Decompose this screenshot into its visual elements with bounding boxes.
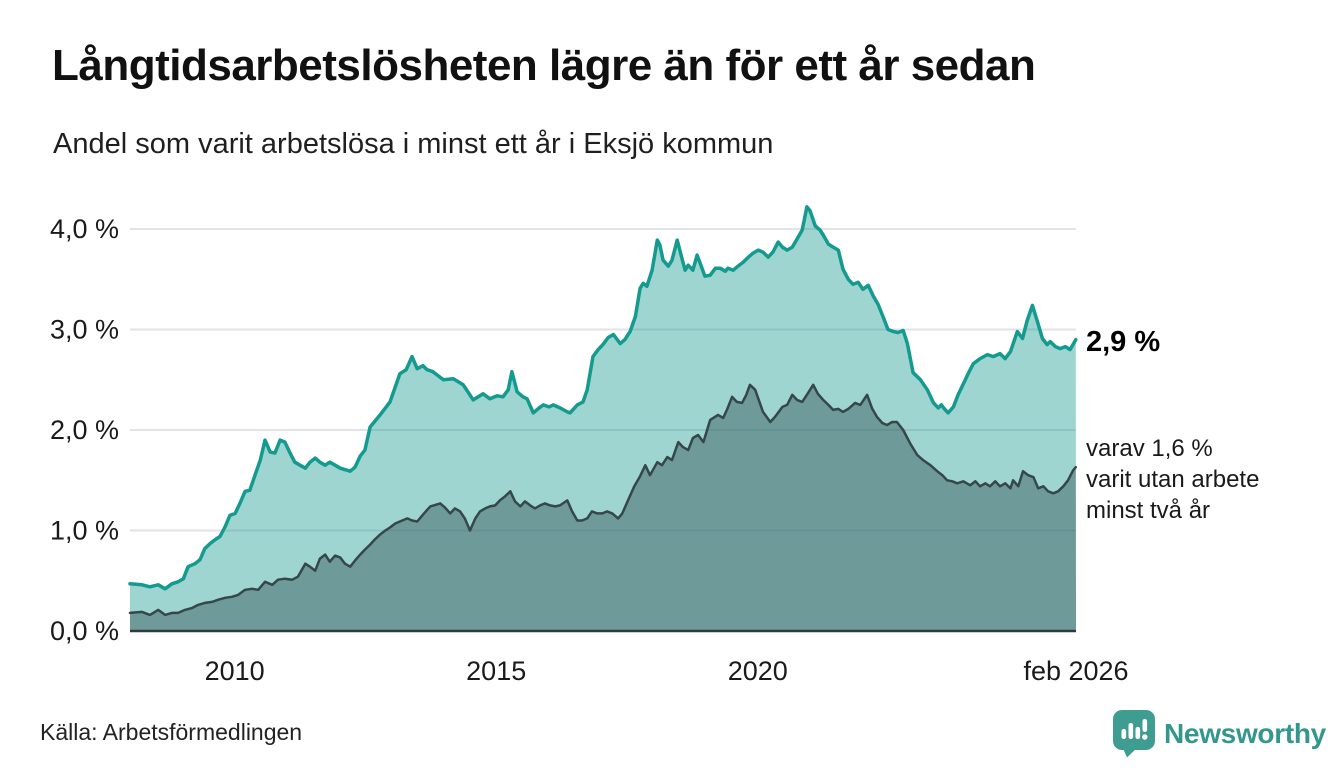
x-tick-label: 2010 <box>205 656 265 686</box>
chart-subtitle: Andel som varit arbetslösa i minst ett å… <box>53 128 774 160</box>
y-tick-label: 1,0 % <box>50 516 119 546</box>
y-axis-labels: 0,0 % 1,0 % 2,0 % 3,0 % 4,0 % <box>50 214 119 646</box>
y-tick-label: 2,0 % <box>50 415 119 445</box>
subset-annotation-line: varav 1,6 % <box>1086 435 1213 462</box>
series-line <box>128 383 1078 617</box>
newsworthy-logo-icon <box>1113 710 1155 758</box>
x-tick-label: feb 2026 <box>1023 656 1128 686</box>
subset-annotation-line: minst två år <box>1086 497 1211 524</box>
x-tick-label: 2020 <box>728 656 788 686</box>
latest-value-label: 2,9 % <box>1086 326 1161 358</box>
series-line <box>128 205 1078 591</box>
subset-annotation-line: varit utan arbete <box>1086 466 1260 493</box>
y-tick-label: 4,0 % <box>50 214 119 244</box>
page-title: Långtidsarbetslösheten lägre än för ett … <box>52 41 1036 90</box>
series-area <box>130 206 1076 631</box>
source-note: Källa: Arbetsförmedlingen <box>40 719 303 745</box>
subset-annotation: varav 1,6 % varit utan arbete minst två … <box>1086 433 1259 526</box>
newsworthy-wordmark: Newsworthy <box>1164 718 1326 749</box>
area-layers <box>128 205 1078 631</box>
y-tick-label: 3,0 % <box>50 315 119 345</box>
x-tick-label: 2015 <box>466 656 526 686</box>
gridlines <box>130 228 1076 532</box>
x-axis-labels: 2010 2015 2020 feb 2026 <box>205 656 1129 686</box>
newsworthy-logo: Newsworthy <box>1113 710 1326 758</box>
y-tick-label: 0,0 % <box>50 616 119 646</box>
series-area <box>130 384 1076 631</box>
